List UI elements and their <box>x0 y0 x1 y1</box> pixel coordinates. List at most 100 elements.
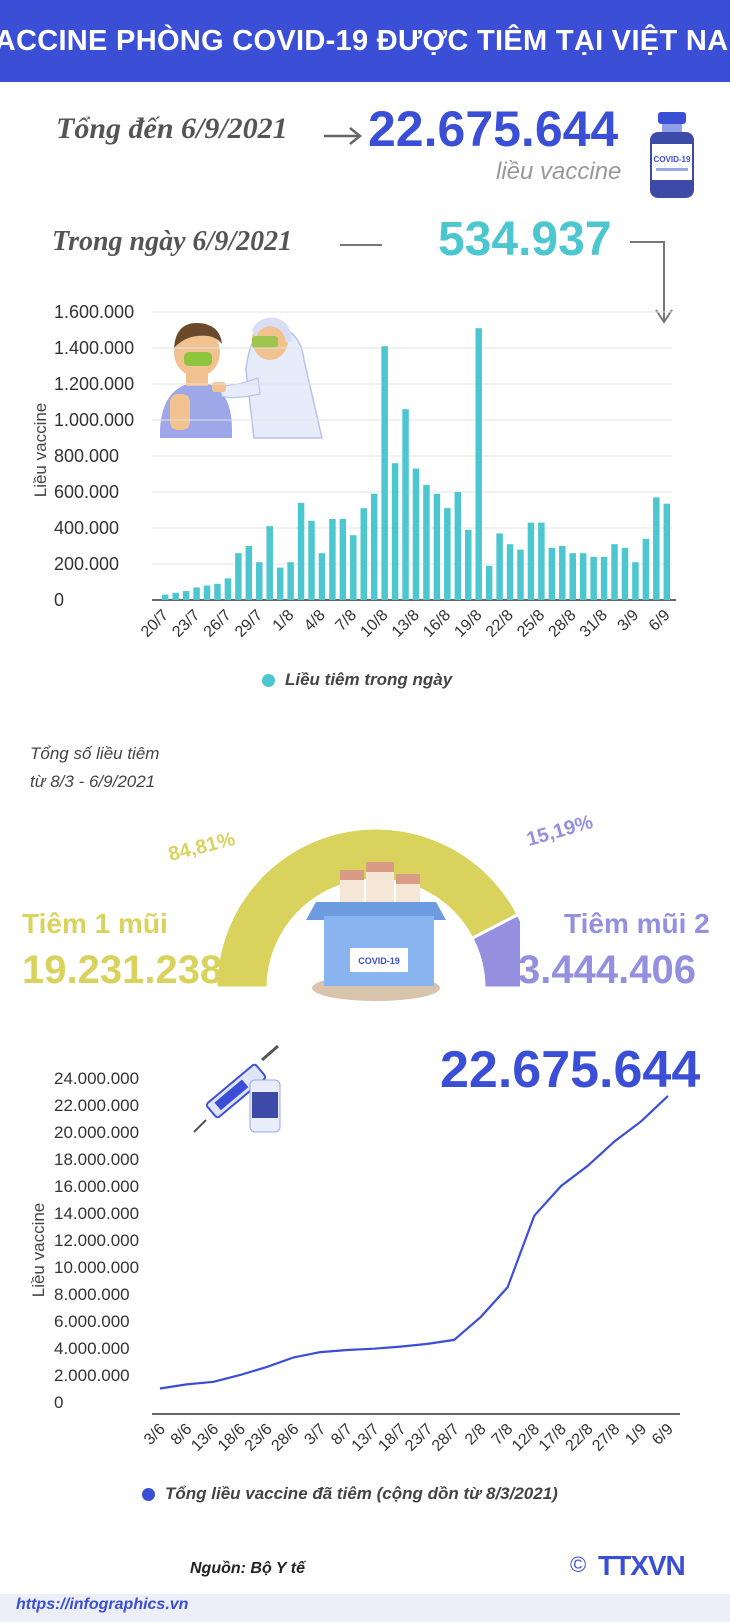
bar-16/8 <box>444 508 451 600</box>
line-y-tick: 20.000.000 <box>54 1123 139 1142</box>
line-x-tick: 18/7 <box>375 1421 409 1455</box>
bar-17/8 <box>454 492 462 600</box>
cumulative-line <box>159 1095 669 1390</box>
line-y-tick: 12.000.000 <box>54 1231 139 1250</box>
day-value: 534.937 <box>438 213 612 266</box>
line-y-tick: 6.000.000 <box>54 1312 130 1331</box>
bar-27/8 <box>559 546 566 600</box>
bar-11/8 <box>391 463 399 600</box>
daily-legend-label: Liều tiêm trong ngày <box>285 670 453 689</box>
line-y-tick: 24.000.000 <box>54 1069 139 1088</box>
line-x-tick: 23/7 <box>402 1421 436 1455</box>
doctor-patient-illustration <box>160 317 323 439</box>
bar-x-tick: 13/8 <box>389 607 423 641</box>
line-y-tick: 22.000.000 <box>54 1096 139 1115</box>
bar-x-tick: 3/9 <box>615 607 643 635</box>
line-x-tick: 13/7 <box>349 1421 383 1455</box>
bar-y-tick: 0 <box>54 590 64 610</box>
line-x-tick: 12/8 <box>509 1421 543 1455</box>
bar-y-axis-label: Liều vaccine <box>31 403 50 498</box>
bar-25/7 <box>214 583 221 600</box>
bar-29/8 <box>579 553 587 600</box>
dose-slice-1 <box>214 826 520 990</box>
bar-x-tick: 4/8 <box>301 607 329 635</box>
bar-31/8 <box>600 556 608 600</box>
bar-21/8 <box>496 533 503 600</box>
vaccine-box-illustration: COVID-19 <box>306 862 446 1001</box>
bar-9/8 <box>370 493 378 600</box>
syringe-icon <box>193 1044 281 1133</box>
bar-y-tick: 600.000 <box>54 482 119 502</box>
line-x-tick: 3/7 <box>301 1421 329 1449</box>
bar-5/9 <box>653 497 660 600</box>
second-dose-label: Tiêm mũi 2 <box>564 908 710 939</box>
source-note: Nguồn: Bộ Y tế <box>190 1560 305 1577</box>
bar-8/8 <box>360 508 367 600</box>
bar-26/8 <box>548 547 556 600</box>
dose-title-line1: Tổng số liều tiêm <box>30 744 160 763</box>
bar-28/7 <box>245 546 253 600</box>
line-x-tick: 3/6 <box>141 1421 169 1449</box>
dose-split-chart: COVID-19 <box>214 826 520 1001</box>
cumulative-headline: 22.675.644 <box>440 1041 701 1099</box>
line-x-tick: 17/8 <box>536 1421 570 1455</box>
bar-x-tick: 26/7 <box>201 607 235 641</box>
dose-slice-2 <box>469 912 520 990</box>
line-x-tick: 28/6 <box>268 1421 302 1455</box>
line-x-tick: 23/6 <box>242 1421 276 1455</box>
connector-line <box>340 244 382 246</box>
cumulative-doses-chart: 24.000.000 22.000.000 20.000.000 18.000.000… <box>29 1044 680 1455</box>
bar-23/8 <box>517 549 524 600</box>
bar-y-tick: 800.000 <box>54 446 119 466</box>
line-x-tick: 1/9 <box>622 1421 650 1449</box>
bar-28/8 <box>569 553 576 600</box>
legend-dot-cumulative <box>142 1487 155 1501</box>
bar-y-tick: 1.600.000 <box>54 302 134 322</box>
line-y-axis-label: Liều vaccine <box>29 1203 48 1298</box>
bar-30/7 <box>266 526 273 600</box>
bar-x-tick: 31/8 <box>577 607 611 641</box>
first-dose-value: 19.231.238 <box>22 948 223 992</box>
bar-5/8 <box>329 519 336 600</box>
bar-3/8 <box>308 520 315 600</box>
dose-title-line2: từ 8/3 - 6/9/2021 <box>30 772 156 791</box>
bar-y-tick: 400.000 <box>54 518 119 538</box>
bar-20/7 <box>161 594 169 600</box>
bar-x-tick: 7/8 <box>332 607 360 635</box>
line-x-tick: 18/6 <box>215 1421 249 1455</box>
line-y-tick: 8.000.000 <box>54 1285 130 1304</box>
cumulative-legend-label: Tổng liều vaccine đã tiêm (cộng dồn từ 8… <box>165 1484 558 1503</box>
bar-31/7 <box>276 567 284 600</box>
line-x-tick: 27/8 <box>589 1421 623 1455</box>
bar-x-tick: 28/8 <box>546 607 580 641</box>
bar-15/8 <box>433 493 441 600</box>
bar-3/9 <box>632 562 639 600</box>
footer-url[interactable]: https://infographics.vn <box>16 1596 189 1613</box>
bar-29/7 <box>256 562 263 600</box>
bar-18/8 <box>465 529 472 600</box>
line-x-tick: 22/8 <box>563 1421 597 1455</box>
bar-x-tick: 20/7 <box>138 607 172 641</box>
vial-label: COVID-19 <box>654 155 691 164</box>
bar-27/7 <box>235 553 242 600</box>
bar-4/8 <box>318 553 326 600</box>
line-y-tick: 2.000.000 <box>54 1366 130 1385</box>
line-y-tick: 4.000.000 <box>54 1339 130 1358</box>
bar-12/8 <box>402 409 409 600</box>
bar-x-tick: 10/8 <box>357 607 391 641</box>
header-banner: VACCINE PHÒNG COVID-19 ĐƯỢC TIÊM TẠI VIỆ… <box>0 0 730 82</box>
bar-22/7 <box>182 591 190 600</box>
bar-x-tick: 6/9 <box>646 607 674 635</box>
line-y-tick: 0 <box>54 1393 63 1412</box>
arrow-down-icon <box>630 241 673 324</box>
bar-x-tick: 25/8 <box>514 607 548 641</box>
bar-26/7 <box>224 578 232 600</box>
line-y-tick: 14.000.000 <box>54 1204 139 1223</box>
line-x-tick: 6/9 <box>649 1421 677 1449</box>
line-x-tick: 13/6 <box>188 1421 222 1455</box>
line-y-tick: 16.000.000 <box>54 1177 139 1196</box>
bar-10/8 <box>381 346 388 600</box>
bar-24/8 <box>527 522 535 600</box>
bar-4/9 <box>642 538 650 600</box>
line-y-tick: 18.000.000 <box>54 1150 139 1169</box>
